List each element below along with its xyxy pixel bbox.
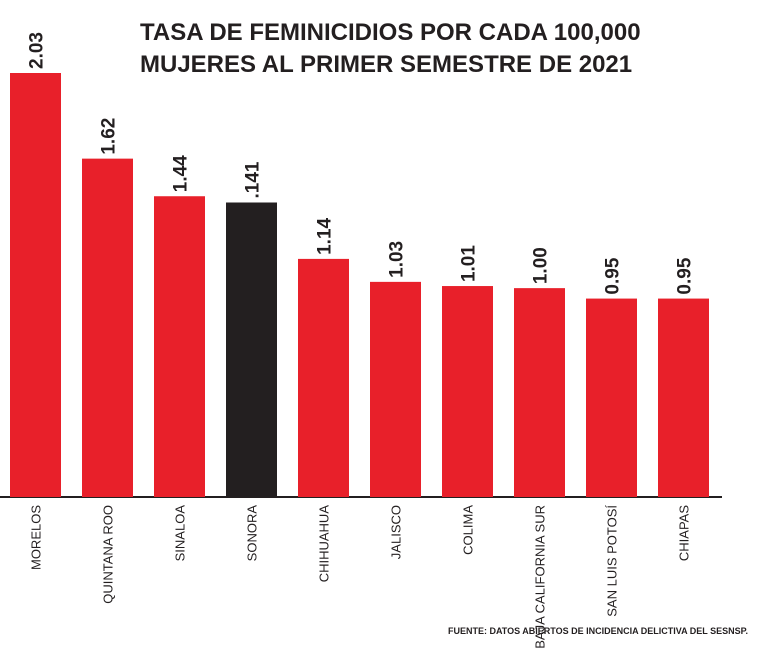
chart-title-line: TASA DE FEMINICIDIOS POR CADA 100,000 [140, 19, 641, 46]
value-label: .141 [243, 161, 264, 198]
chart-title-line: MUJERES AL PRIMER SEMESTRE DE 2021 [140, 51, 632, 78]
bar [298, 258, 349, 497]
bar [586, 298, 637, 497]
x-tick-label: QUINTANA ROO [101, 505, 116, 604]
bar [226, 202, 277, 497]
value-label: 0.95 [675, 257, 696, 294]
value-label: 1.00 [531, 247, 552, 284]
bar [82, 158, 133, 497]
x-tick-label: CHIHUAHUA [317, 505, 332, 583]
value-label: 1.44 [171, 155, 192, 192]
bar [10, 73, 61, 497]
x-tick-label: SONORA [245, 505, 260, 562]
value-label: 1.14 [315, 217, 336, 254]
x-tick-label: BAJA CALIFORNIA SUR [533, 505, 548, 649]
value-label: 1.62 [99, 118, 120, 155]
value-label: 1.03 [387, 241, 408, 278]
bar [370, 281, 421, 497]
bar [154, 196, 205, 498]
bar [514, 288, 565, 497]
x-tick-label: MORELOS [29, 505, 44, 570]
x-tick-label: JALISCO [389, 505, 404, 559]
value-label: 0.95 [603, 257, 624, 294]
source-note: FUENTE: DATOS ABIERTOS DE INCIDENCIA DEL… [448, 626, 748, 636]
bar [658, 298, 709, 497]
value-label: 1.01 [459, 245, 480, 282]
value-label: 2.03 [27, 32, 48, 69]
x-tick-label: CHIAPAS [677, 505, 692, 561]
x-tick-label: SINALOA [173, 505, 188, 562]
bar [442, 286, 493, 497]
x-tick-label: COLIMA [461, 505, 476, 555]
x-tick-label: SAN LUIS POTOSÍ [605, 505, 620, 617]
